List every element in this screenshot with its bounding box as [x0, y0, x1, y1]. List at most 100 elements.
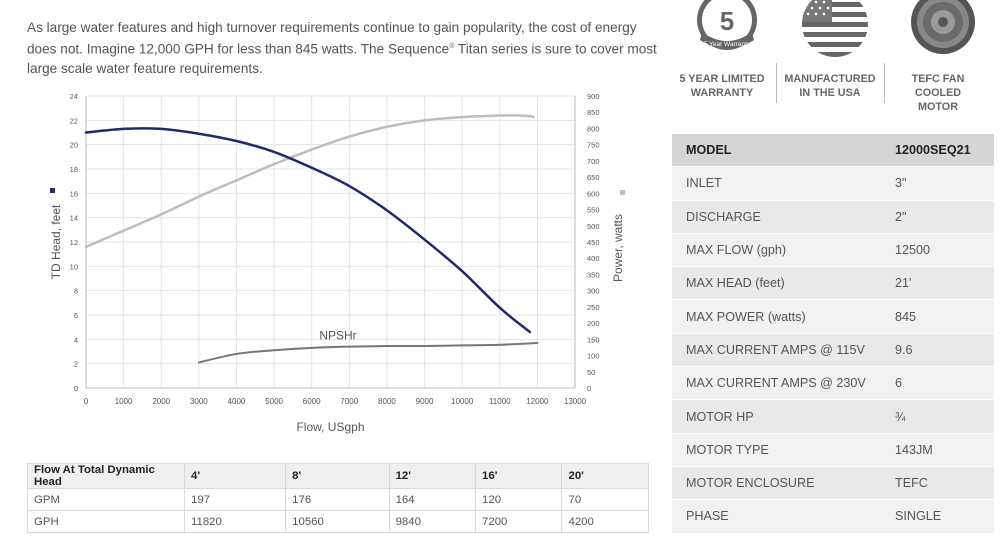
y2-tick-label: 900 [587, 92, 600, 101]
spec-value: 845 [881, 299, 994, 334]
flow-table: Flow At Total Dynamic Head 4' 8' 12' 16'… [27, 463, 649, 533]
usa-badge: MANUFACTURED IN THE USA [780, 0, 880, 106]
table-row: MAX HEAD (feet) 21' [672, 266, 994, 301]
spec-value: TEFC [881, 466, 994, 501]
y-axis-label: TD Head, feet [49, 204, 63, 279]
spec-value: 9.6 [881, 333, 994, 368]
y2-tick-label: 750 [587, 141, 600, 150]
y2-tick-label: 450 [587, 238, 600, 247]
spec-key: INLET [672, 166, 881, 201]
head-curve [84, 127, 532, 334]
spec-value: 12000SEQ21 [881, 134, 994, 168]
y2-tick-label: 400 [587, 254, 600, 263]
x-tick-label: 13000 [564, 397, 587, 406]
spec-key: DISCHARGE [672, 200, 881, 234]
table-row: GPH 11820 10560 9840 7200 4200 [27, 510, 649, 533]
spec-key: MAX HEAD (feet) [672, 266, 881, 301]
flow-row-label: GPM [27, 488, 185, 511]
intro-paragraph: As large water features and high turnove… [27, 18, 657, 79]
y-tick-label: 2 [74, 360, 78, 369]
spec-value: 6 [881, 366, 994, 401]
spec-value: 3" [881, 166, 994, 201]
warranty-badge-icon: 5 5 Year Warranty [697, 0, 757, 50]
flow-header-cell: 8' [285, 463, 390, 489]
flow-cell: 70 [561, 488, 649, 511]
y-tick-label: 20 [70, 141, 78, 150]
spec-row-model: MODEL 12000SEQ21 [672, 134, 994, 168]
y2-axis-label: Power, watts [611, 214, 625, 282]
table-row: MAX CURRENT AMPS @ 115V 9.6 [672, 333, 994, 368]
flow-cell: 11820 [183, 510, 287, 533]
y-tick-label: 12 [70, 238, 78, 247]
spec-key: MAX CURRENT AMPS @ 230V [672, 366, 881, 401]
y2-tick-label: 0 [587, 384, 591, 393]
flow-cell: 9840 [388, 510, 477, 533]
spec-value: 143JM [881, 433, 994, 467]
x-tick-label: 5000 [265, 397, 283, 406]
y2-tick-label: 500 [587, 222, 600, 231]
flow-cell: 120 [475, 488, 563, 511]
x-tick-label: 2000 [152, 397, 170, 406]
tefc-badge: TEFC FAN COOLED MOTOR [888, 0, 988, 113]
tefc-caption-line1: TEFC FAN COOLED [911, 73, 965, 99]
table-row: INLET 3" [672, 166, 994, 201]
spec-key: MODEL [672, 134, 881, 168]
table-row: MAX FLOW (gph) 12500 [672, 233, 994, 268]
spec-value: 2" [881, 200, 994, 234]
npshr-curve [197, 341, 539, 364]
usa-caption-line2: IN THE USA [799, 87, 861, 99]
npshr-annotation: NPSHr [319, 328, 356, 342]
warranty-caption: 5 YEAR LIMITED WARRANTY [672, 72, 772, 100]
flow-row-label: GPH [27, 510, 185, 533]
table-row: PHASE SINGLE [672, 499, 994, 534]
y-tick-label: 6 [74, 311, 78, 320]
table-row: GPM 197 176 164 120 70 [27, 488, 649, 511]
x-tick-label: 6000 [303, 397, 321, 406]
flow-table-header: Flow At Total Dynamic Head 4' 8' 12' 16'… [27, 463, 649, 489]
table-row: MOTOR HP ¾ [672, 399, 994, 434]
spec-value: 21' [881, 266, 994, 301]
y2-tick-label: 200 [587, 319, 600, 328]
y2-tick-label: 250 [587, 303, 600, 312]
badge-divider [776, 63, 777, 103]
spec-table: MODEL 12000SEQ21 INLET 3" DISCHARGE 2" MAX … [672, 134, 994, 534]
spec-value: SINGLE [881, 499, 994, 534]
head-legend-swatch [50, 188, 55, 193]
y-tick-label: 4 [74, 335, 78, 344]
y2-tick-label: 850 [587, 108, 600, 117]
spec-value: 12500 [881, 233, 994, 268]
x-tick-label: 0 [84, 397, 89, 406]
y2-tick-label: 650 [587, 173, 600, 182]
spec-key: PHASE [672, 499, 881, 534]
spec-key: MOTOR HP [672, 399, 881, 434]
warranty-ribbon-text: 5 Year Warranty [704, 41, 751, 48]
spec-key: MOTOR ENCLOSURE [672, 466, 881, 501]
x-tick-label: 10000 [451, 397, 474, 406]
flow-cell: 7200 [475, 510, 563, 533]
y2-tick-label: 800 [587, 124, 600, 133]
flow-header-cell: 12' [388, 463, 477, 489]
fan-motor-icon [911, 0, 975, 54]
y-tick-label: 16 [70, 189, 78, 198]
y2-tick-label: 100 [587, 352, 600, 361]
table-row: DISCHARGE 2" [672, 200, 994, 234]
badge-divider [884, 63, 885, 103]
registered-mark: ® [449, 43, 455, 51]
y-tick-label: 10 [70, 262, 78, 271]
warranty-badge: 5 5 Year Warranty 5 YEAR LIMITED WARRANT… [672, 0, 772, 106]
x-tick-label: 4000 [228, 397, 246, 406]
y-tick-label: 22 [70, 116, 78, 125]
x-tick-label: 11000 [489, 397, 511, 406]
spec-key: MOTOR TYPE [672, 433, 881, 467]
y-tick-label: 0 [74, 384, 78, 393]
intro-text-1: As large water features and high turnove… [27, 19, 637, 57]
table-row: MAX CURRENT AMPS @ 230V 6 [672, 366, 994, 401]
flow-cell: 176 [285, 488, 390, 511]
y2-tick-label: 550 [587, 206, 600, 215]
y2-tick-label: 350 [587, 270, 600, 279]
flow-header-label: Flow At Total Dynamic Head [27, 463, 185, 489]
power-curve [84, 114, 535, 249]
flow-cell: 197 [183, 488, 287, 511]
intro-text-2: Titan series is sure to cover most large… [27, 41, 657, 77]
table-row: MOTOR TYPE 143JM [672, 433, 994, 467]
